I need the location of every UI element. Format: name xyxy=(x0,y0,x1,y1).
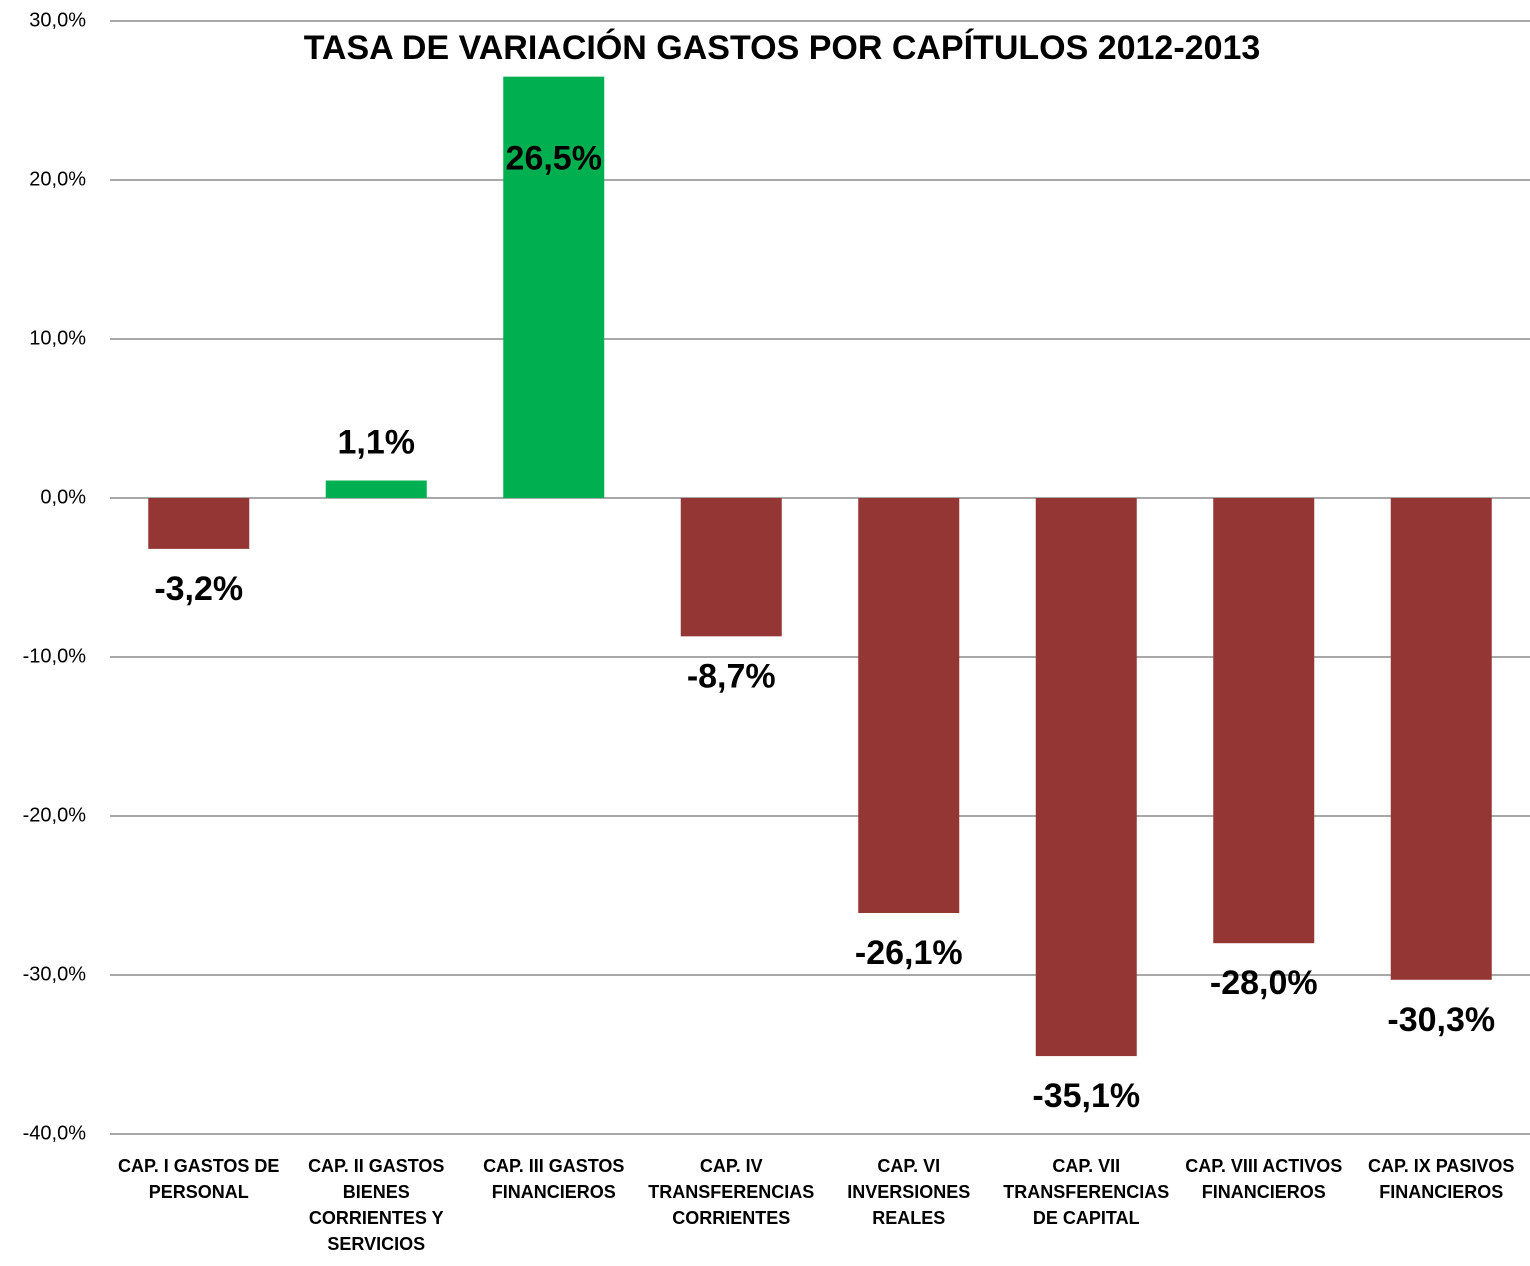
x-tick-label: CAP. VIII ACTIVOS FINANCIEROS xyxy=(1185,1156,1343,1202)
bar xyxy=(1035,498,1137,1057)
x-tick-label: CAP. IV TRANSFERENCIAS CORRIENTES xyxy=(648,1156,815,1228)
data-label: -30,3% xyxy=(1387,1001,1495,1039)
bar xyxy=(325,480,427,498)
data-label: -26,1% xyxy=(855,934,963,972)
y-tick-label: 30,0% xyxy=(29,9,86,31)
data-label: -3,2% xyxy=(154,570,243,608)
chart-title: TASA DE VARIACIÓN GASTOS POR CAPÍTULOS 2… xyxy=(304,29,1261,67)
x-tick-label: CAP. I GASTOS DE PERSONAL xyxy=(118,1156,280,1202)
x-tick-label: CAP. VI INVERSIONES REALES xyxy=(847,1156,971,1228)
bar xyxy=(680,498,782,637)
y-tick-label: -10,0% xyxy=(23,645,87,667)
bar xyxy=(148,498,250,549)
bar xyxy=(858,498,960,913)
y-tick-label: -30,0% xyxy=(23,963,87,985)
x-tick-label: CAP. IX PASIVOS FINANCIEROS xyxy=(1368,1156,1515,1202)
data-label: 26,5% xyxy=(506,140,602,178)
data-label: -8,7% xyxy=(687,657,776,695)
x-tick-label: CAP. VII TRANSFERENCIAS DE CAPITAL xyxy=(1003,1156,1170,1228)
y-tick-label: 20,0% xyxy=(29,168,86,190)
bar xyxy=(503,76,605,499)
y-tick-label: -20,0% xyxy=(23,804,87,826)
data-label: 1,1% xyxy=(338,423,416,461)
data-label: -28,0% xyxy=(1210,964,1318,1002)
x-tick-label: CAP. II GASTOS BIENES CORRIENTES Y SERVI… xyxy=(308,1156,445,1254)
x-tick-label: CAP. III GASTOS FINANCIEROS xyxy=(483,1156,625,1202)
y-tick-label: 0,0% xyxy=(40,486,86,508)
bar xyxy=(1390,498,1492,980)
y-tick-label: 10,0% xyxy=(29,327,86,349)
bar xyxy=(1213,498,1315,944)
y-tick-label: -40,0% xyxy=(23,1122,87,1144)
data-label: -35,1% xyxy=(1032,1077,1140,1115)
